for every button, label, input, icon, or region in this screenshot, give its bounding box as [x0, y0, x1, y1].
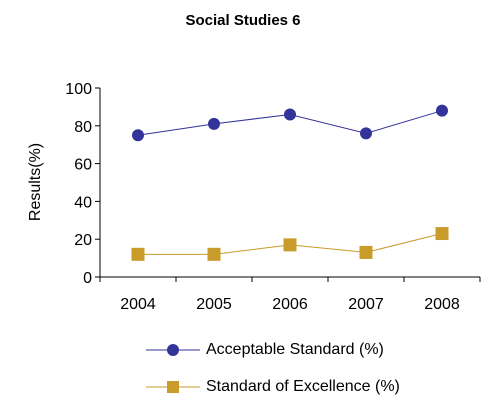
y-tick-label: 0	[83, 270, 92, 287]
y-tick-label: 40	[74, 194, 92, 211]
data-point	[435, 227, 449, 241]
data-point	[132, 129, 144, 142]
data-point	[283, 238, 297, 252]
y-tick-label: 20	[74, 232, 92, 249]
x-tick-label: 2004	[120, 296, 156, 313]
legend-label-acceptable: Acceptable Standard (%)	[206, 341, 384, 358]
axes	[95, 87, 481, 282]
legend-swatch-excellence	[146, 381, 200, 393]
data-point	[284, 108, 296, 121]
legend-swatch-acceptable	[146, 344, 200, 356]
data-point	[436, 104, 448, 117]
data-point	[131, 247, 145, 261]
legend-item-acceptable: Acceptable Standard (%)	[146, 339, 476, 361]
y-tick-label: 60	[74, 157, 92, 174]
data-point	[360, 127, 372, 140]
data-point	[359, 245, 373, 259]
y-tick-label: 80	[74, 119, 92, 136]
tick-labels: 0 20 40 60 80 100 2004 2005 2006 2007 2008	[65, 81, 460, 313]
x-tick-label: 2008	[424, 296, 460, 313]
legend-item-excellence: Standard of Excellence (%)	[146, 376, 476, 398]
chart-title: Social Studies 6	[185, 12, 301, 29]
x-tick-label: 2005	[196, 296, 232, 313]
legend-label-excellence: Standard of Excellence (%)	[206, 378, 400, 395]
data-point	[208, 117, 220, 130]
x-tick-label: 2007	[348, 296, 384, 313]
y-axis-label: Results(%)	[27, 143, 44, 221]
series-layer	[131, 104, 449, 261]
y-tick-label: 100	[65, 81, 92, 98]
data-point	[207, 247, 221, 261]
x-tick-label: 2006	[272, 296, 308, 313]
